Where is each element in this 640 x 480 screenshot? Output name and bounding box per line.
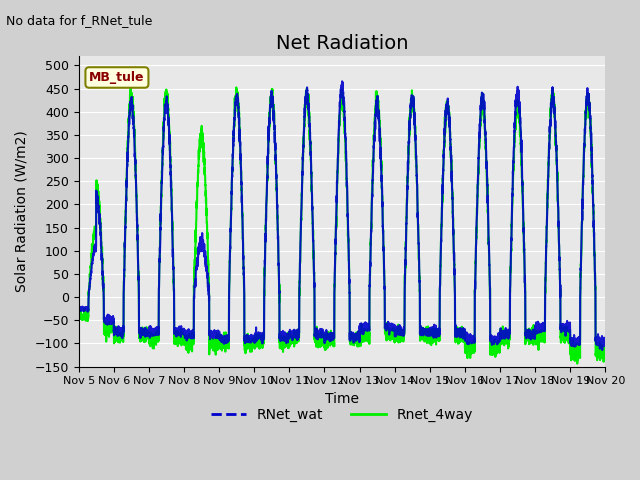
X-axis label: Time: Time	[325, 392, 359, 406]
RNet_wat	[431, 328, 438, 334]
Y-axis label: Solar Radiation (W/m2): Solar Radiation (W/m2)	[15, 131, 29, 292]
RNet_wat	[602, 339, 609, 345]
Rnet_4way	[490, 348, 497, 354]
Rnet_4way	[460, 336, 468, 342]
Line: RNet_wat: RNet_wat	[79, 81, 605, 350]
Rnet_4way	[170, 262, 177, 268]
RNet_wat	[490, 338, 497, 344]
Rnet_4way	[75, 311, 83, 317]
Text: MB_tule: MB_tule	[89, 71, 145, 84]
Legend: RNet_wat, Rnet_4way: RNet_wat, Rnet_4way	[205, 403, 479, 428]
RNet_wat	[322, 335, 330, 340]
Rnet_4way	[232, 84, 240, 90]
Rnet_4way	[323, 339, 330, 345]
RNet_wat	[75, 305, 83, 311]
RNet_wat	[460, 328, 468, 334]
Rnet_4way	[602, 348, 609, 354]
RNet_wat	[598, 347, 606, 353]
RNet_wat	[601, 336, 609, 342]
Rnet_4way	[601, 345, 609, 351]
RNet_wat	[170, 266, 177, 272]
Line: Rnet_4way: Rnet_4way	[79, 87, 605, 364]
Rnet_4way	[431, 334, 438, 339]
Title: Net Radiation: Net Radiation	[276, 34, 408, 53]
Rnet_4way	[573, 361, 581, 367]
Text: No data for f_RNet_tule: No data for f_RNet_tule	[6, 14, 153, 27]
RNet_wat	[339, 78, 346, 84]
